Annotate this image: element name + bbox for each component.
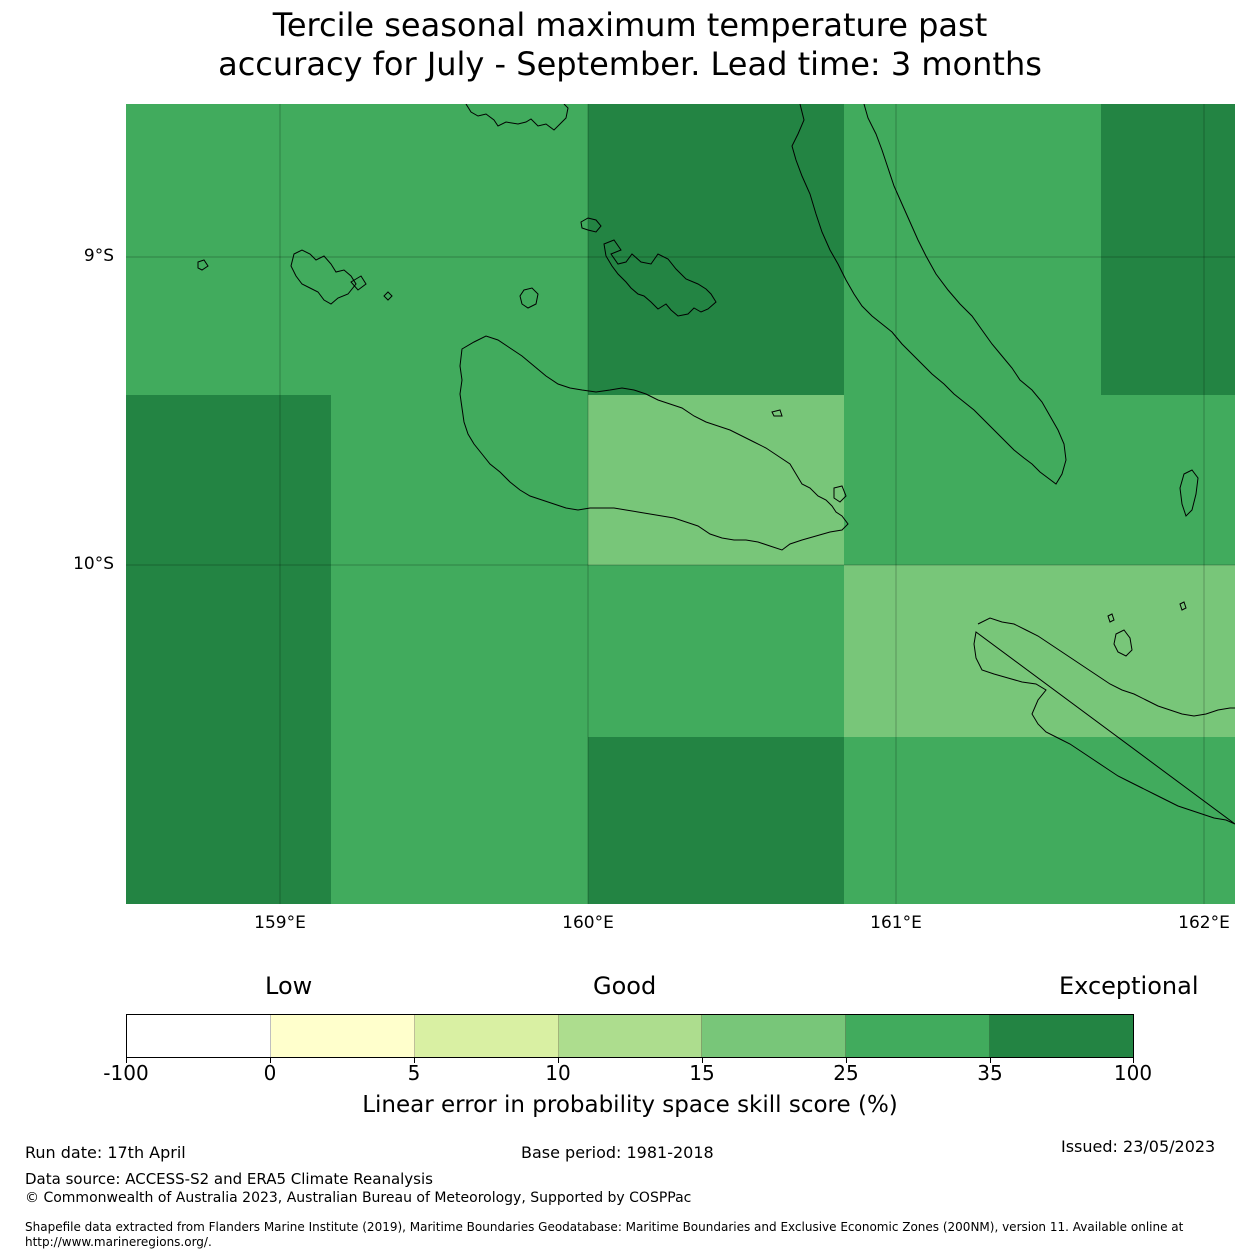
skill-cell	[1101, 737, 1235, 904]
colorbar-segment	[990, 1015, 1134, 1057]
colorbar-tick	[126, 1058, 127, 1063]
run-date: Run date: 17th April	[25, 1143, 186, 1162]
colorbar-category-good: Good	[593, 972, 657, 1000]
colorbar-segment	[127, 1015, 271, 1057]
skill-cell	[844, 395, 1101, 565]
coast-malaita	[791, 104, 1067, 485]
colorbar-segment	[846, 1015, 991, 1057]
colorbar-category-low: Low	[265, 972, 313, 1000]
colorbar-tick	[990, 1058, 991, 1063]
colorbar-tick-label: 5	[407, 1061, 421, 1085]
colorbar-label: Linear error in probability space skill …	[362, 1092, 898, 1118]
title-line-1: Tercile seasonal maximum temperature pas…	[272, 6, 988, 44]
coast-florida-islands	[580, 217, 717, 317]
colorbar-category-exceptional: Exceptional	[1059, 972, 1199, 1000]
shapefile-credit: Shapefile data extracted from Flanders M…	[25, 1220, 1184, 1249]
coast-small-islets	[771, 409, 847, 503]
colorbar-tick	[702, 1058, 703, 1063]
lat-label-10s: 10°S	[73, 554, 114, 574]
lon-label-161e: 161°E	[870, 913, 922, 933]
lon-label-160e: 160°E	[562, 913, 614, 933]
skill-cell	[126, 737, 331, 904]
issued-date: Issued: 23/05/2023	[1061, 1137, 1216, 1156]
skill-cell	[588, 104, 844, 395]
colorbar-tick-label: 0	[263, 1061, 277, 1085]
coast-russell-islands	[197, 249, 393, 305]
colorbar-segment	[270, 1015, 415, 1057]
coast-ulawa	[1107, 469, 1199, 657]
skill-cell	[126, 395, 331, 565]
title-line-2: accuracy for July - September. Lead time…	[218, 45, 1042, 83]
skill-cell	[844, 104, 1101, 395]
colorbar-tick-label: 15	[689, 1061, 715, 1085]
lon-label-159e: 159°E	[254, 913, 306, 933]
colorbar	[126, 1014, 1134, 1058]
skill-cell	[331, 104, 588, 395]
skill-cell	[331, 565, 588, 737]
coastlines	[197, 104, 1235, 825]
colorbar-tick	[270, 1058, 271, 1063]
coast-santa-isabel-tip	[465, 104, 569, 131]
map-title: Tercile seasonal maximum temperature pas…	[0, 6, 1260, 84]
skill-cell	[126, 565, 331, 737]
coast-guadalcanal	[459, 335, 849, 551]
skill-grid	[126, 104, 1235, 904]
skill-cell	[331, 737, 588, 904]
coast-savo	[519, 287, 539, 309]
skill-cell	[844, 565, 1101, 737]
lon-label-162e: 162°E	[1178, 913, 1230, 933]
colorbar-tick	[1133, 1058, 1134, 1063]
skill-cell	[844, 737, 1101, 904]
colorbar-tick-label: 10	[545, 1061, 571, 1085]
colorbar-segment	[702, 1015, 847, 1057]
lat-label-9s: 9°S	[83, 246, 114, 266]
skill-cell	[1101, 565, 1235, 737]
colorbar-tick	[846, 1058, 847, 1063]
colorbar-segment	[414, 1015, 559, 1057]
colorbar-tick-label: 25	[833, 1061, 859, 1085]
skill-cell	[588, 395, 844, 565]
skill-cell	[126, 104, 331, 395]
colorbar-tick-label: 35	[977, 1061, 1003, 1085]
copyright: © Commonwealth of Australia 2023, Austra…	[25, 1190, 692, 1206]
colorbar-segment	[558, 1015, 703, 1057]
colorbar-tick-label: -100	[103, 1061, 149, 1085]
colorbar-tick	[414, 1058, 415, 1063]
skill-cell	[331, 395, 588, 565]
colorbar-tick-label: 100	[1113, 1061, 1153, 1085]
map-svg	[126, 104, 1235, 904]
skill-map	[126, 104, 1235, 904]
skill-cell	[1101, 104, 1235, 395]
skill-cell	[588, 565, 844, 737]
colorbar-tick	[558, 1058, 559, 1063]
graticule	[126, 104, 1235, 904]
coast-makira	[973, 617, 1235, 825]
skill-cell	[1101, 395, 1235, 565]
base-period: Base period: 1981-2018	[521, 1143, 714, 1162]
data-source: Data source: ACCESS-S2 and ERA5 Climate …	[25, 1170, 433, 1188]
skill-cell	[588, 737, 844, 904]
